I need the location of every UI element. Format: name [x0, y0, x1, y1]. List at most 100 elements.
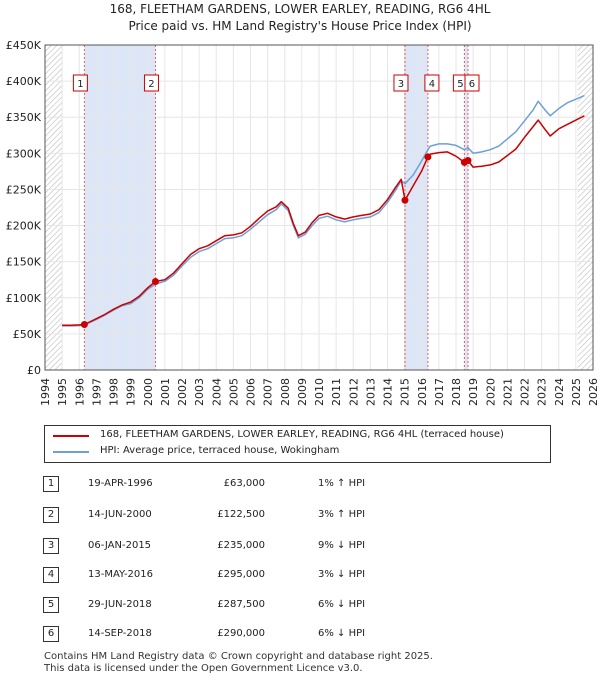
x-tick-label: 1997 — [90, 378, 103, 406]
transaction-number-badge: 5 — [43, 597, 59, 613]
x-tick-label: 2022 — [519, 378, 532, 406]
x-tick-label: 2013 — [364, 378, 377, 406]
transaction-date: 14-SEP-2018 — [88, 628, 152, 639]
x-tick-label: 2003 — [193, 378, 206, 406]
sale-point — [464, 157, 472, 165]
footer-copyright: Contains HM Land Registry data © Crown c… — [44, 651, 433, 662]
transaction-date: 14-JUN-2000 — [88, 509, 152, 520]
transaction-number-badge: 6 — [43, 626, 59, 642]
sale-label-text: 2 — [148, 79, 154, 90]
sale-label-box — [464, 74, 480, 92]
transaction-hpi-diff: 1% ↑ HPI — [318, 478, 366, 489]
table-row: 2 14-JUN-2000 £122,500 3% ↑ HPI — [0, 507, 600, 527]
x-tick-label: 2023 — [536, 378, 549, 406]
y-tick-label: £400K — [6, 75, 42, 88]
x-tick-label: 1999 — [125, 378, 138, 406]
transaction-hpi-diff: 3% ↑ HPI — [318, 509, 366, 520]
x-tick-label: 2020 — [484, 378, 497, 406]
sale-label-box — [72, 74, 88, 92]
sale-period-shade — [464, 45, 468, 370]
x-tick-label: 2002 — [176, 378, 189, 406]
price-chart: 1 2 3 4 5 6 £0 £50K £100K £150K £200K £250K £300K £35… — [6, 39, 600, 406]
transaction-price: £235,000 — [217, 540, 265, 551]
x-tick-label: 2001 — [159, 378, 172, 406]
chart-title: 168, FLEETHAM GARDENS, LOWER EARLEY, REA… — [109, 2, 491, 16]
chart-subtitle: Price paid vs. HM Land Registry's House … — [128, 19, 472, 33]
x-tick-label: 2012 — [347, 378, 360, 406]
transaction-hpi-diff: 3% ↓ HPI — [318, 569, 366, 580]
table-row: 6 14-SEP-2018 £290,000 6% ↓ HPI — [0, 626, 600, 646]
x-tick-label: 2017 — [433, 378, 446, 406]
x-tick-label: 2021 — [501, 378, 514, 406]
y-tick-label: £250K — [6, 183, 42, 196]
x-tick-label: 2007 — [262, 378, 275, 406]
x-tick-label: 2019 — [467, 378, 480, 406]
table-row: 1 19-APR-1996 £63,000 1% ↑ HPI — [0, 476, 600, 496]
x-tick-label: 2008 — [279, 378, 292, 406]
transaction-number-badge: 4 — [43, 567, 59, 583]
y-tick-label: £0 — [27, 364, 41, 377]
transaction-hpi-diff: 9% ↓ HPI — [318, 540, 366, 551]
transaction-price: £63,000 — [223, 478, 265, 489]
x-tick-label: 2006 — [245, 378, 258, 406]
transaction-hpi-diff: 6% ↓ HPI — [318, 628, 366, 639]
y-tick-label: £300K — [6, 147, 42, 160]
y-tick-label: £150K — [6, 256, 42, 269]
sale-period-shade — [404, 45, 428, 370]
x-tick-label: 2026 — [587, 378, 600, 406]
x-tick-label: 2018 — [450, 378, 463, 406]
plot-frame — [44, 44, 594, 371]
transaction-price: £290,000 — [217, 628, 265, 639]
x-tick-label: 2000 — [142, 378, 155, 406]
transaction-number-badge: 2 — [43, 507, 59, 523]
legend-swatch-price — [53, 435, 89, 437]
y-tick-label: £350K — [6, 111, 42, 124]
legend-label-hpi: HPI: Average price, terraced house, Woki… — [100, 445, 340, 456]
sale-point — [80, 321, 88, 328]
sale-label-text: 6 — [469, 79, 475, 90]
transaction-price: £287,500 — [217, 599, 265, 610]
y-tick-label: £200K — [6, 220, 42, 233]
legend-swatch-hpi — [53, 451, 89, 453]
sale-label-text: 1 — [77, 79, 83, 90]
x-tick-label: 2011 — [330, 378, 343, 406]
x-tick-label: 2016 — [416, 378, 429, 406]
y-tick-label: £100K — [6, 292, 42, 305]
table-row: 4 13-MAY-2016 £295,000 3% ↓ HPI — [0, 567, 600, 587]
no-data-hatch — [577, 45, 593, 370]
y-tick-label: £50K — [13, 328, 42, 341]
sale-period-shade — [84, 45, 156, 370]
x-tick-label: 1995 — [56, 378, 69, 406]
x-tick-label: 1996 — [73, 378, 86, 406]
sale-label-text: 3 — [398, 79, 404, 90]
transaction-hpi-diff: 6% ↓ HPI — [318, 599, 366, 610]
no-data-hatch — [45, 45, 63, 370]
chart-legend: 168, FLEETHAM GARDENS, LOWER EARLEY, REA… — [44, 425, 551, 463]
transaction-date: 13-MAY-2016 — [88, 569, 154, 580]
x-tick-label: 1998 — [108, 378, 121, 406]
transaction-date: 19-APR-1996 — [88, 478, 153, 489]
sale-point — [151, 278, 159, 286]
sale-label-text: 5 — [457, 79, 463, 90]
y-tick-label: £450K — [6, 39, 42, 52]
x-tick-label: 2004 — [210, 378, 223, 406]
legend-label-price: 168, FLEETHAM GARDENS, LOWER EARLEY, REA… — [100, 429, 504, 440]
table-row: 5 29-JUN-2018 £287,500 6% ↓ HPI — [0, 597, 600, 617]
transaction-price: £122,500 — [217, 509, 265, 520]
transaction-price: £295,000 — [217, 569, 265, 580]
sale-label-text: 4 — [429, 79, 435, 90]
sale-label-box — [424, 74, 440, 92]
sale-label-box — [143, 74, 159, 92]
x-tick-label: 2015 — [399, 378, 412, 406]
table-row: 3 06-JAN-2015 £235,000 9% ↓ HPI — [0, 538, 600, 558]
x-tick-label: 2024 — [553, 378, 566, 406]
sale-label-box — [393, 74, 409, 92]
x-tick-label: 2009 — [296, 378, 309, 406]
x-tick-label: 2010 — [313, 378, 326, 406]
sale-point — [401, 196, 409, 204]
transaction-number-badge: 3 — [43, 538, 59, 554]
transaction-number-badge: 1 — [43, 476, 59, 492]
transaction-date: 29-JUN-2018 — [88, 599, 152, 610]
sale-point — [424, 153, 432, 161]
x-tick-label: 2005 — [227, 378, 240, 406]
